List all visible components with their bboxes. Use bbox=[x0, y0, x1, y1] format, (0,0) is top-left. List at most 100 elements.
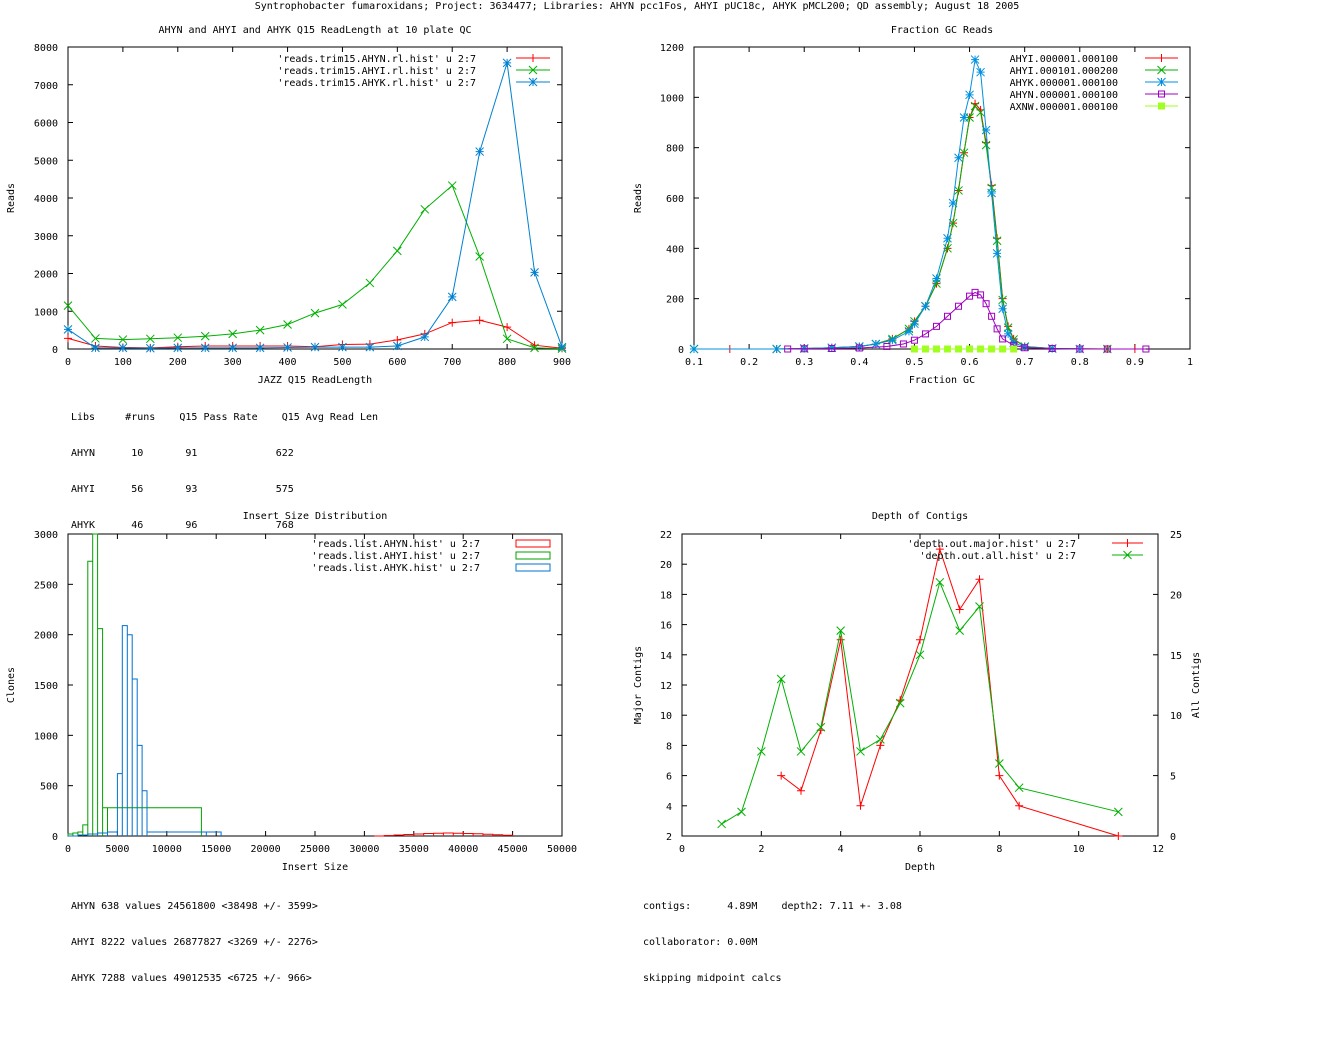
depth-y-tick-label: 10 bbox=[660, 711, 672, 722]
readlen-series-3-point bbox=[420, 332, 430, 342]
readlen-series-2-legend-marker bbox=[528, 65, 538, 75]
depth-series-2-point bbox=[1014, 783, 1024, 793]
readlen-series-2-point bbox=[365, 278, 375, 288]
insert-y-tick-label: 0 bbox=[52, 832, 58, 843]
insert-series-2-legend-label: 'reads.list.AHYI.hist' u 2:7 bbox=[311, 551, 480, 562]
gc-series-3-point bbox=[888, 335, 897, 345]
insert-x-tick-label: 20000 bbox=[251, 844, 281, 855]
gc-series-2-point bbox=[954, 186, 963, 195]
depth-y2-tick-label: 20 bbox=[1170, 590, 1182, 601]
gc-series-3-legend-label: AHYK.000001.000100 bbox=[1010, 78, 1118, 89]
gc-series-4-point bbox=[1103, 345, 1111, 353]
depth-x-axis-label: Depth bbox=[905, 862, 935, 873]
gc-series-4-point bbox=[966, 292, 974, 300]
readlen-y-tick-label: 3000 bbox=[34, 232, 58, 243]
gc-series-4-points bbox=[784, 288, 1150, 353]
readlen-series-3-point bbox=[200, 343, 210, 353]
gc-series-4-point bbox=[800, 345, 808, 353]
readlen-series-2-point bbox=[420, 204, 430, 214]
gc-series-4-point bbox=[1048, 344, 1056, 352]
gc-x-tick-label: 0.2 bbox=[740, 357, 758, 368]
gc-series-3-point bbox=[854, 342, 864, 351]
readlen-stats-row: AHYN 10 91 622 bbox=[71, 448, 294, 459]
gc-series-3-point bbox=[904, 327, 914, 336]
gc-y-tick-label: 600 bbox=[666, 194, 684, 205]
gc-series-5-point bbox=[999, 345, 1007, 353]
gc-series-1-line bbox=[694, 102, 1135, 350]
gc-series-4-point bbox=[1021, 344, 1029, 352]
depth-series-1-point bbox=[916, 635, 924, 644]
gc-x-tick-label: 0.3 bbox=[795, 357, 813, 368]
insert-x-tick-label: 50000 bbox=[547, 844, 577, 855]
gc-series-3-point bbox=[987, 188, 996, 198]
depth-y-tick-label: 2 bbox=[666, 832, 672, 843]
depth-series-2-point bbox=[875, 735, 885, 744]
depth-series-1-point bbox=[856, 801, 865, 810]
depth-y-tick-label: 8 bbox=[666, 741, 672, 752]
gc-series-4-point bbox=[999, 335, 1007, 343]
gc-series-5-point bbox=[988, 345, 996, 353]
depth-series-2-legend-marker bbox=[1123, 550, 1132, 560]
depth-x-tick-label: 10 bbox=[1073, 844, 1085, 855]
gc-x-tick-label: 0.8 bbox=[1071, 357, 1089, 368]
depth-series-1-point bbox=[836, 635, 845, 644]
insert-title: Insert Size Distribution bbox=[243, 511, 388, 522]
depth-series-2-line bbox=[721, 580, 1119, 825]
insert-series-3-legend-label: 'reads.list.AHYK.hist' u 2:7 bbox=[311, 563, 480, 574]
readlen-series-3-point bbox=[392, 341, 402, 351]
depth-y-tick-label: 12 bbox=[660, 681, 672, 692]
depth-y-axis-label: Major Contigs bbox=[633, 646, 644, 724]
readlen-series-2-point bbox=[63, 301, 73, 310]
readlen-series-2-point bbox=[118, 335, 128, 344]
gc-series-5-point bbox=[977, 345, 985, 353]
insert-x-tick-label: 35000 bbox=[399, 844, 429, 855]
gc-series-4-point bbox=[977, 291, 985, 299]
depth-series-2-point bbox=[935, 577, 945, 587]
gc-series-3-point bbox=[959, 113, 969, 122]
readlen-series-1-point bbox=[503, 323, 512, 332]
depth-x-tick-label: 2 bbox=[758, 844, 764, 855]
depth-y2-tick-label: 10 bbox=[1170, 711, 1182, 722]
gc-series-3-point bbox=[871, 339, 881, 349]
depth-x-tick-label: 8 bbox=[996, 844, 1002, 855]
readlen-y-tick-label: 5000 bbox=[34, 156, 58, 167]
page-header: Syntrophobacter fumaroxidans; Project: 3… bbox=[255, 1, 1020, 12]
depth-y-tick-label: 4 bbox=[666, 802, 672, 813]
depth-series-1-legend-label: 'depth.out.major.hist' u 2:7 bbox=[907, 539, 1076, 550]
gc-series-3-point bbox=[1020, 342, 1030, 352]
gc-series-4-point bbox=[982, 300, 990, 308]
gc-series-5-point bbox=[910, 345, 918, 353]
depth-y-tick-label: 18 bbox=[660, 590, 672, 601]
readlen-y-tick-label: 7000 bbox=[34, 81, 58, 92]
gc-x-tick-label: 0.6 bbox=[961, 357, 979, 368]
gc-x-tick-label: 1 bbox=[1187, 357, 1193, 368]
insert-series-2-legend-swatch bbox=[515, 551, 551, 560]
gc-series-4-line bbox=[787, 291, 1146, 350]
readlen-x-tick-label: 300 bbox=[224, 357, 242, 368]
readlen-x-tick-label: 600 bbox=[388, 357, 406, 368]
readlen-series-1-legend-marker bbox=[529, 54, 537, 62]
depth-stats-row: collaborator: 0.00M bbox=[643, 937, 758, 948]
depth-x-tick-label: 0 bbox=[679, 844, 685, 855]
readlen-series-2-point bbox=[145, 334, 155, 344]
readlen-series-3-legend-label: 'reads.trim15.AHYK.rl.hist' u 2:7 bbox=[277, 78, 476, 89]
gc-series-4-point bbox=[784, 345, 792, 353]
depth-stats-row: skipping midpoint calcs bbox=[643, 973, 782, 984]
readlen-series-3-legend-marker-shape bbox=[528, 77, 538, 87]
depth-x-tick-label: 12 bbox=[1152, 844, 1164, 855]
depth-x-tick-label: 4 bbox=[838, 844, 844, 855]
gc-series-4-legend-marker-shape bbox=[1158, 90, 1165, 98]
readlen-series-2-point bbox=[200, 331, 210, 341]
depth-y-tick-label: 22 bbox=[660, 530, 672, 541]
readlen-series-1-point bbox=[448, 318, 457, 327]
readlen-series-3-line bbox=[67, 62, 563, 349]
gc-series-2-point bbox=[992, 236, 1002, 246]
gc-series-3-point bbox=[970, 55, 980, 64]
depth-series-2-legend-marker-shape bbox=[1123, 550, 1132, 560]
depth-y-tick-label: 14 bbox=[660, 651, 672, 662]
insert-y-tick-label: 500 bbox=[40, 782, 58, 793]
depth-y-tick-label: 6 bbox=[666, 772, 672, 783]
readlen-series-1-legend-marker-shape bbox=[529, 54, 537, 62]
depth-series-2-point bbox=[836, 626, 846, 635]
